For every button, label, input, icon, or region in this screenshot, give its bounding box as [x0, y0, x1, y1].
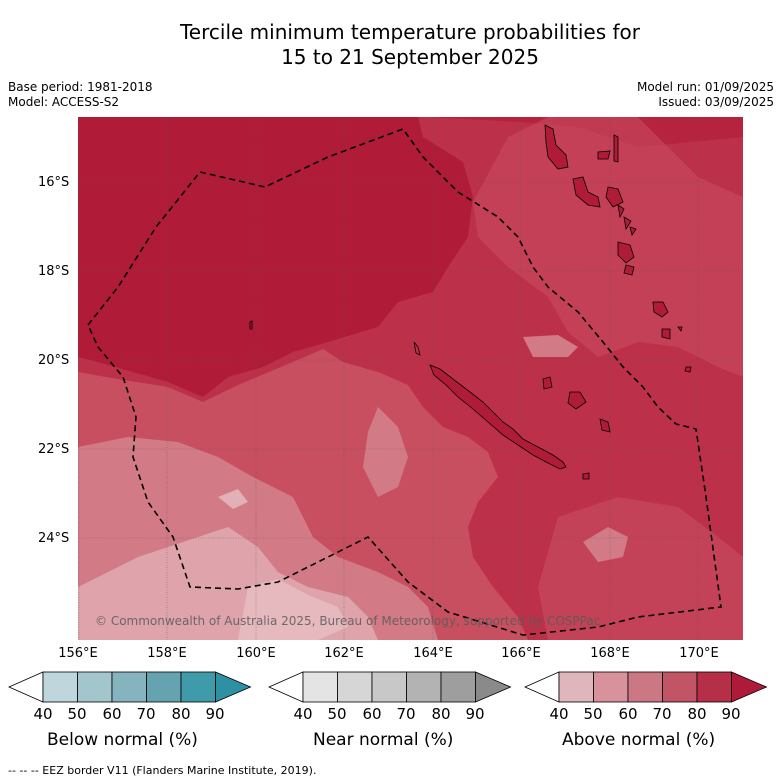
colorbar-extend-high — [731, 671, 768, 703]
tick-below-90: 90 — [205, 705, 225, 723]
colorbar-segment — [337, 671, 373, 703]
ticks-below: 40 50 60 70 80 90 — [8, 705, 268, 725]
lon-label-158e: 158°E — [147, 646, 187, 661]
tick-above-50: 50 — [583, 705, 603, 723]
tick-below-50: 50 — [67, 705, 87, 723]
lat-label-24s: 24°S — [38, 531, 70, 546]
region-above-50-60-d — [583, 527, 628, 562]
tick-below-80: 80 — [171, 705, 191, 723]
colorbar-extend-low — [268, 671, 304, 703]
tick-above-90: 90 — [721, 705, 741, 723]
isle-of-pines — [582, 472, 590, 480]
colorbar-segment — [696, 671, 732, 703]
title-line-1: Tercile minimum temperature probabilitie… — [179, 20, 641, 44]
tick-near-70: 70 — [396, 705, 416, 723]
colorbar-extend-high — [215, 671, 252, 703]
lon-label-164e: 164°E — [413, 646, 453, 661]
lat-label-22s: 22°S — [38, 442, 70, 457]
colorbar-segment — [302, 671, 338, 703]
eez-border — [87, 128, 722, 636]
tick-below-40: 40 — [33, 705, 53, 723]
colorbar-segment — [558, 671, 594, 703]
copyright-notice: © Commonwealth of Australia 2025, Bureau… — [95, 614, 601, 628]
legend-below-normal: 40 50 60 70 80 90 Below normal (%) — [8, 670, 252, 750]
legend-above-normal: 40 50 60 70 80 90 Above normal (%) — [524, 670, 768, 750]
colorbar-segment — [627, 671, 663, 703]
region-above-80-90 — [78, 117, 473, 397]
vanuatu-islands — [544, 124, 692, 373]
tick-near-80: 80 — [431, 705, 451, 723]
chesterfield-islet — [249, 320, 253, 330]
tick-above-70: 70 — [652, 705, 672, 723]
tick-above-80: 80 — [687, 705, 707, 723]
model-name: Model: ACCESS-S2 — [8, 95, 120, 109]
belep-islet — [413, 341, 421, 356]
tick-near-50: 50 — [327, 705, 347, 723]
graticule — [78, 117, 743, 640]
tick-below-70: 70 — [136, 705, 156, 723]
region-above-40-50-b — [218, 489, 248, 509]
lat-label-20s: 20°S — [38, 353, 70, 368]
lon-label-166e: 166°E — [501, 646, 541, 661]
tick-near-40: 40 — [293, 705, 313, 723]
tick-above-40: 40 — [549, 705, 569, 723]
tick-below-60: 60 — [102, 705, 122, 723]
new-caledonia-land — [429, 364, 567, 470]
base-period: Base period: 1981-2018 — [8, 80, 153, 94]
meta-right: Model run: 01/09/2025 Issued: 03/09/2025 — [637, 80, 774, 110]
region-above-50-60-c — [523, 335, 578, 357]
title-line-2: 15 to 21 September 2025 — [281, 45, 539, 69]
colorbar-segment — [42, 671, 78, 703]
colorbar-segment — [662, 671, 698, 703]
lon-label-160e: 160°E — [236, 646, 276, 661]
loyalty-islands — [542, 376, 611, 433]
colorbar-extend-low — [8, 671, 44, 703]
caption-below: Below normal (%) — [47, 730, 198, 750]
ticks-above: 40 50 60 70 80 90 — [524, 705, 781, 725]
map-title: Tercile minimum temperature probabilitie… — [0, 20, 781, 70]
colorbar-segment — [440, 671, 476, 703]
tick-near-60: 60 — [362, 705, 382, 723]
tick-above-60: 60 — [618, 705, 638, 723]
colorbar-above — [524, 671, 768, 703]
colorbar-extend-low — [524, 671, 560, 703]
colorbar-below — [8, 671, 252, 703]
region-above-40-50-c — [238, 579, 348, 640]
colorbar-segment — [406, 671, 442, 703]
colorbar-segment — [180, 671, 216, 703]
lat-label-16s: 16°S — [38, 175, 70, 190]
region-above-80-90-ne — [428, 117, 743, 147]
region-above-60-70-se — [538, 497, 743, 640]
caption-near: Near normal (%) — [313, 730, 454, 750]
meta-left: Base period: 1981-2018 Model: ACCESS-S2 — [8, 80, 153, 110]
lat-label-18s: 18°S — [38, 264, 70, 279]
lon-label-170e: 170°E — [679, 646, 719, 661]
colorbar-near — [268, 671, 512, 703]
colorbar-segment — [371, 671, 407, 703]
tick-near-90: 90 — [465, 705, 485, 723]
ticks-near: 40 50 60 70 80 90 — [268, 705, 528, 725]
legend-near-normal: 40 50 60 70 80 90 Near normal (%) — [268, 670, 512, 750]
probability-map — [78, 117, 743, 640]
lon-label-168e: 168°E — [590, 646, 630, 661]
colorbar-segment — [77, 671, 113, 703]
lon-label-156e: 156°E — [58, 646, 98, 661]
model-run: Model run: 01/09/2025 — [636, 80, 774, 94]
colorbar-segment — [111, 671, 147, 703]
colorbar-segment — [593, 671, 629, 703]
issued-date: Issued: 03/09/2025 — [658, 95, 774, 109]
colorbar-segment — [146, 671, 182, 703]
colorbar-extend-high — [475, 671, 512, 703]
eez-footnote: -- -- -- EEZ border V11 (Flanders Marine… — [8, 764, 317, 777]
caption-above: Above normal (%) — [562, 730, 716, 750]
map-canvas — [78, 117, 743, 640]
region-above-50-60-b — [363, 407, 408, 497]
lon-label-162e: 162°E — [324, 646, 364, 661]
